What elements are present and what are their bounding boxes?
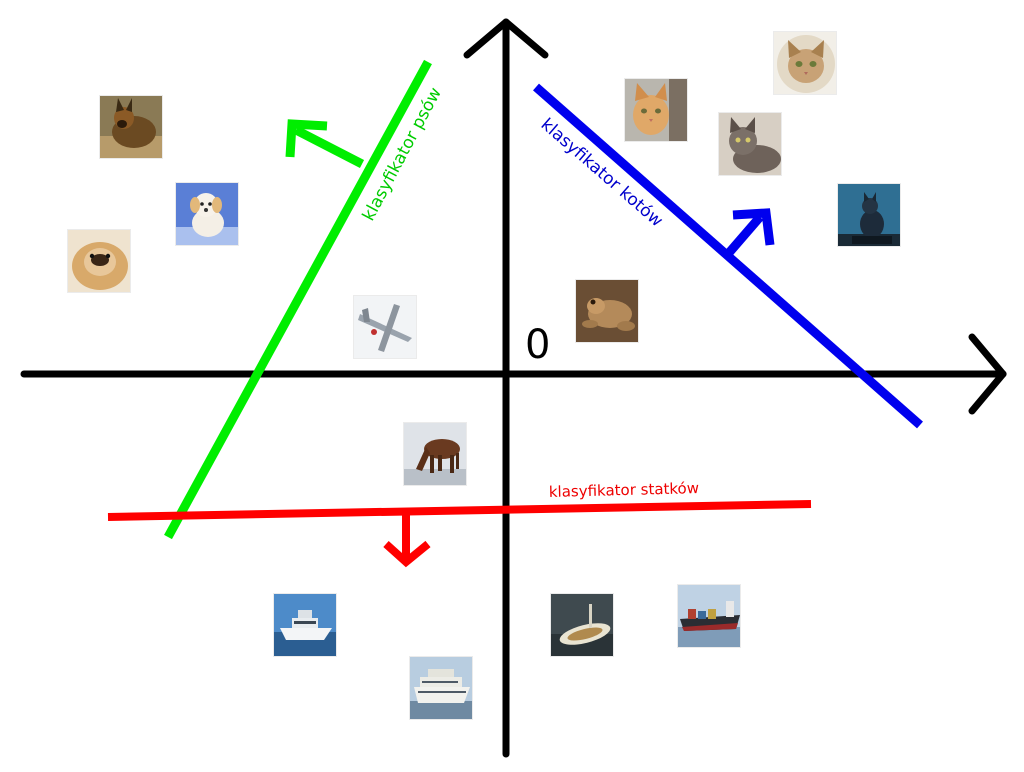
x-axis [20,333,1007,415]
dog-shepherd-thumbnail [99,95,163,159]
ship-yacht-thumbnail [273,593,337,657]
y-axis [463,18,549,758]
dog-pekingese-thumbnail [67,229,131,293]
ship-boat-thumbnail [550,593,614,657]
ship-cargo-thumbnail [677,584,741,648]
dog-icon [68,230,130,292]
cat-icon [838,184,900,246]
cat-classifier-arrowhead [732,208,775,246]
airplane-thumbnail [353,295,417,359]
cat-portrait-thumbnail [773,31,837,95]
ship-classifier-arrowhead [383,540,431,568]
cat-ginger-thumbnail [624,78,688,142]
horse-thumbnail [403,422,467,486]
dog-classifier-line [164,59,432,540]
cat-icon [719,113,781,175]
frog-thumbnail [575,279,639,343]
ship-classifier [107,500,812,568]
ship-icon [410,657,472,719]
y-axis-arrowhead [463,18,549,59]
ship-classifier-line [107,500,812,521]
dog-icon [100,96,162,158]
airplane-icon [354,296,416,358]
cat-classifier [533,83,923,429]
cat-icon [774,32,836,94]
frog-icon [576,280,638,342]
dog-classifier-normal [293,125,365,169]
ship-icon [274,594,336,656]
cat-classifier-line [533,83,923,429]
dog-white-puppy-thumbnail [175,182,239,246]
dog-icon [176,183,238,245]
ship-icon [678,585,740,647]
dog-classifier-arrowhead [285,119,328,158]
ship-cruise-thumbnail [409,656,473,720]
x-axis-arrowhead [968,333,1007,415]
cat-icon [625,79,687,141]
horse-icon [404,423,466,485]
origin-label: 0 [525,322,550,368]
cat-classifier-normal [724,214,764,257]
cat-statue-thumbnail [837,183,901,247]
dog-classifier [164,59,432,540]
ship-icon [551,594,613,656]
ship-classifier-label: klasyfikator statków [549,479,700,501]
cat-tabby-thumbnail [718,112,782,176]
